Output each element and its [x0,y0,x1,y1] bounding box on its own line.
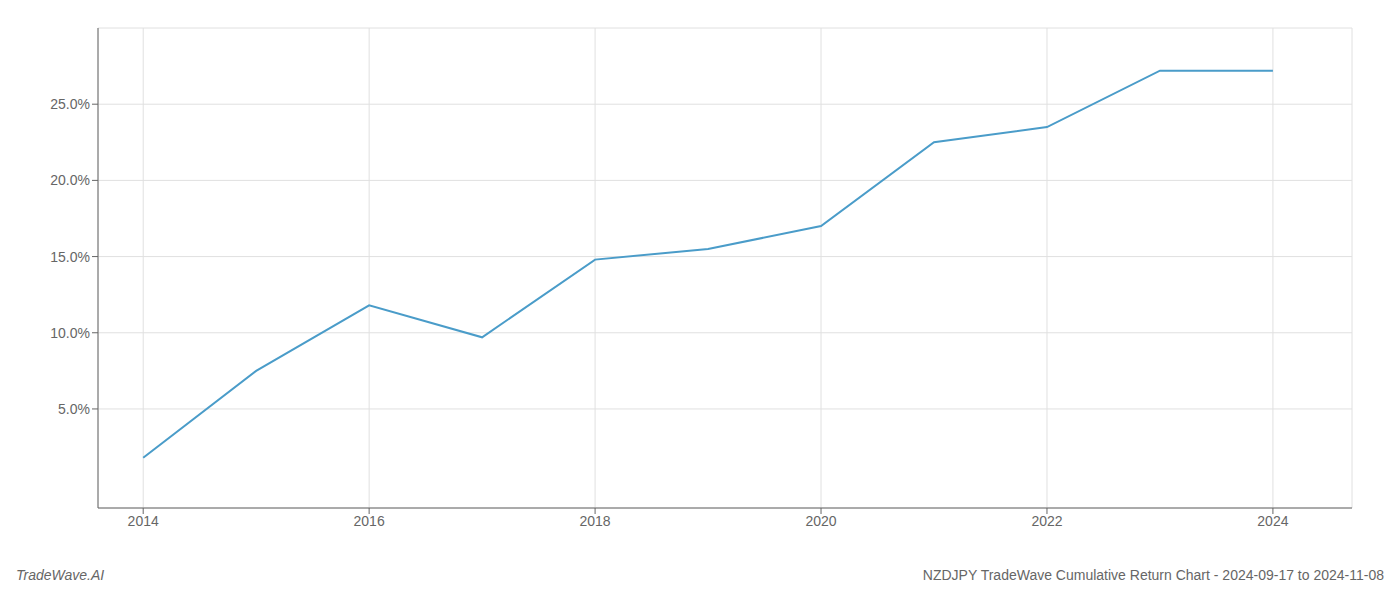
html-text:NZDJPY TradeWave Cumulative Re: NZDJPY TradeWave Cumulative Return Chart… [922,567,1384,583]
svg-text:20.0%: 20.0% [50,172,90,188]
html-text:TradeWave.AI: TradeWave.AI [16,567,105,583]
svg-text:2020: 2020 [805,513,836,529]
svg-text:2016: 2016 [354,513,385,529]
svg-text:2022: 2022 [1031,513,1062,529]
svg-text:2018: 2018 [580,513,611,529]
svg-text:25.0%: 25.0% [50,96,90,112]
svg-text:15.0%: 15.0% [50,249,90,265]
svg-text:2014: 2014 [128,513,159,529]
svg-text:2024: 2024 [1257,513,1288,529]
svg-text:5.0%: 5.0% [58,401,90,417]
svg-text:10.0%: 10.0% [50,325,90,341]
